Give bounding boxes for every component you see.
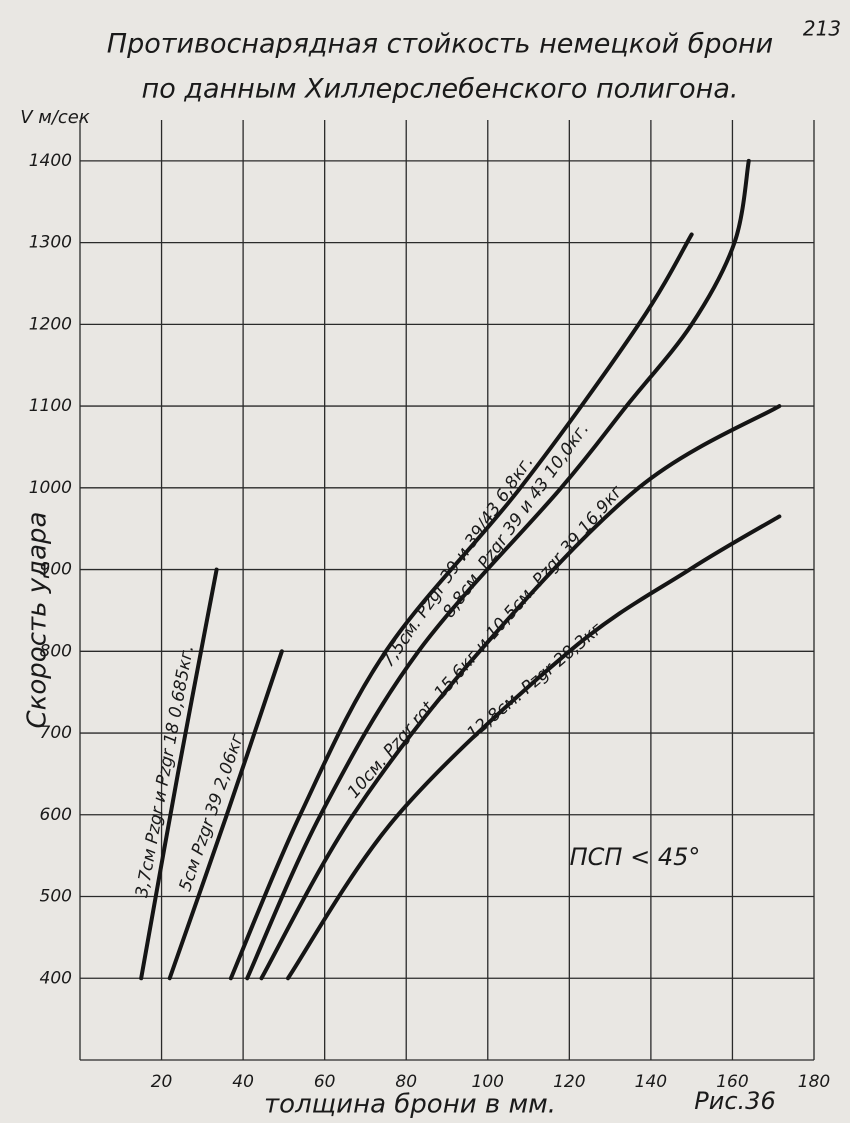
y-tick-label: 1400 <box>29 151 72 171</box>
annotation: ПСП < 45° <box>570 843 701 871</box>
curve <box>139 567 219 981</box>
x-tick-label: 100 <box>472 1072 504 1092</box>
x-tick-label: 180 <box>798 1072 830 1092</box>
curve <box>285 514 782 981</box>
x-tick-label: 80 <box>395 1072 417 1092</box>
page-number: 213 <box>803 17 841 41</box>
y-tick-label: 700 <box>40 723 72 743</box>
y-tick-label: 400 <box>40 968 72 988</box>
y-tick-label: 900 <box>40 560 72 580</box>
figure-label: Рис.36 <box>694 1087 775 1115</box>
y-tick-label: 1100 <box>29 396 72 416</box>
y-tick-label: 1200 <box>29 314 72 334</box>
x-axis-title: толщина брони в мм. <box>264 1090 556 1120</box>
curve-label: 5см Pzgr 39 2,06кг. <box>175 726 249 894</box>
chart-subtitle: по данным Хиллерслебенского полигона. <box>142 74 739 105</box>
y-tick-label: 600 <box>40 805 72 825</box>
x-tick-label: 160 <box>716 1072 748 1092</box>
curve <box>245 158 751 981</box>
x-tick-label: 140 <box>635 1072 667 1092</box>
x-tick-label: 60 <box>314 1072 336 1092</box>
y-tick-label: 1000 <box>29 478 72 498</box>
curve <box>228 232 694 981</box>
y-axis-title: Скорость удара <box>23 512 53 729</box>
y-tick-label: 500 <box>40 887 72 907</box>
curve <box>259 404 782 981</box>
y-unit: V м/сек <box>20 107 90 128</box>
curve <box>167 649 284 981</box>
x-tick-label: 40 <box>232 1072 254 1092</box>
x-tick-label: 20 <box>151 1072 173 1092</box>
curve-label: 7,5см. Pzgr 39 и 39/43 6,8кг. <box>378 452 538 671</box>
y-tick-label: 800 <box>40 641 72 661</box>
chart-title: Противоснарядная стойкость немецкой брон… <box>107 29 773 60</box>
x-tick-label: 120 <box>553 1072 585 1092</box>
y-tick-label: 1300 <box>29 233 72 253</box>
